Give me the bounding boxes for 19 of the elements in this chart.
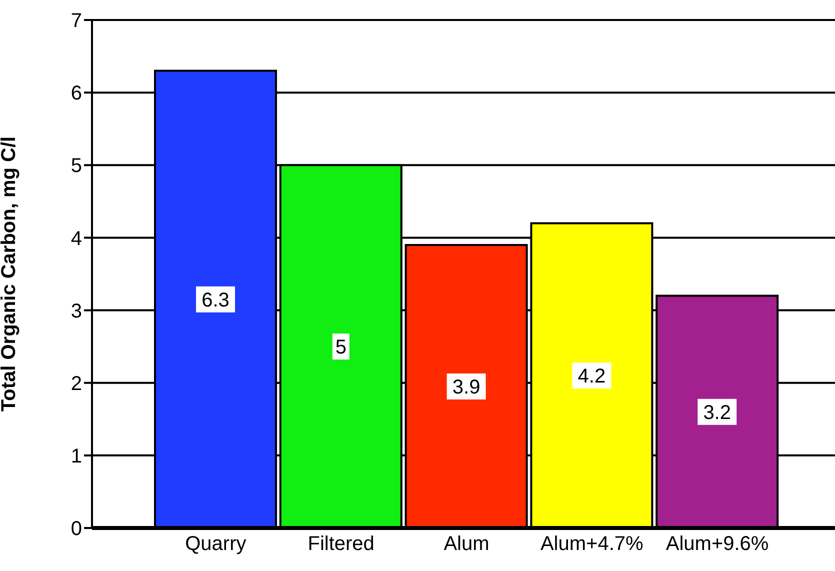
data-label: 4.2 <box>578 366 606 388</box>
y-tick-label: 1 <box>70 446 82 468</box>
y-tick-label: 3 <box>70 300 82 322</box>
data-label: 6.3 <box>202 289 230 312</box>
data-label: 3.9 <box>452 376 480 398</box>
y-tick-label: 2 <box>70 372 82 395</box>
y-tick-label: 0 <box>70 518 82 540</box>
y-tick-label: 4 <box>70 228 82 250</box>
data-label: 3.2 <box>703 402 732 424</box>
x-tick-label: Alum+9.6% <box>666 533 769 556</box>
y-tick-label: 5 <box>70 155 82 178</box>
y-tick-label: 6 <box>70 82 82 105</box>
x-tick-label: Alum+4.7% <box>540 533 644 556</box>
y-axis-title: Total Organic Carbon, mg C/l <box>0 136 20 412</box>
y-tick-label: 7 <box>70 10 82 32</box>
x-tick-label: Filtered <box>308 533 374 556</box>
x-tick-label: Quarry <box>185 533 246 556</box>
data-label: 5 <box>335 336 346 359</box>
x-tick-label: Alum <box>444 533 490 556</box>
